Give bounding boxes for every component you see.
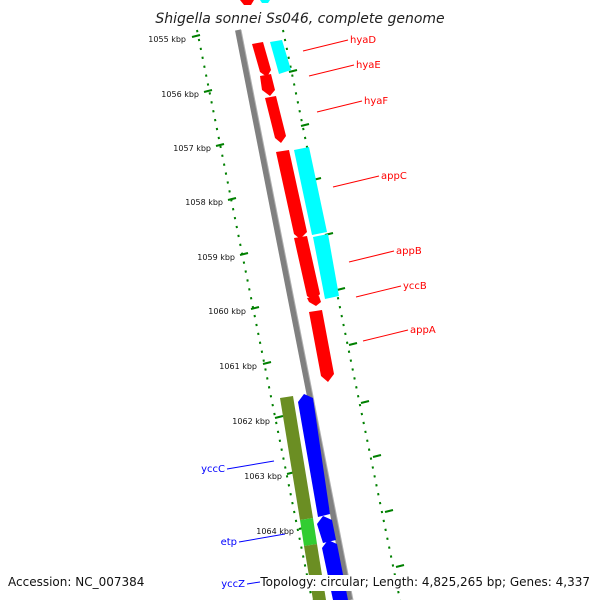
label-leader <box>238 533 286 543</box>
tick-mark <box>250 306 260 310</box>
tick-mark <box>274 415 284 419</box>
cds-feature-hyaD[interactable] <box>270 40 291 74</box>
green-feature-etp[interactable] <box>300 518 317 546</box>
label-leader <box>246 581 261 585</box>
gene-arrow-etp[interactable] <box>317 516 336 543</box>
olive-feature-yccZ[interactable] <box>304 544 326 600</box>
gene-label[interactable]: appC <box>381 171 407 182</box>
gene-arrow-yccB[interactable] <box>307 296 321 306</box>
gene-label[interactable]: yccC <box>201 464 225 475</box>
gene-arrow-hyaF[interactable] <box>265 96 286 143</box>
gene-arrow-appB[interactable] <box>294 236 320 301</box>
label-leader <box>308 64 355 77</box>
map-title: Shigella sonnei Ss046, complete genome <box>155 11 444 27</box>
tick-label: 1060 kbp <box>208 307 246 316</box>
ring-major-dash <box>384 509 394 513</box>
gene-arrow-appA[interactable] <box>309 310 334 382</box>
tick-label: 1063 kbp <box>244 472 282 481</box>
gene-arrow-hyaD[interactable] <box>252 42 271 77</box>
tick-mark <box>203 89 213 93</box>
cds-feature-appC[interactable] <box>294 147 327 235</box>
gene-label-group: hyaD hyaE hyaF appC appB yccB appA yccC … <box>201 35 436 590</box>
accession-label: Accession: NC_007384 <box>8 575 145 591</box>
gene-arrow-top-red[interactable] <box>240 0 254 5</box>
gene-arrow-appC[interactable] <box>276 150 307 239</box>
gene-label[interactable]: etp <box>221 537 237 548</box>
tick-label: 1061 kbp <box>219 362 257 371</box>
tick-label: 1055 kbp <box>148 35 186 44</box>
genome-summary: Topology: circular; Length: 4,825,265 bp… <box>260 575 590 591</box>
label-leader <box>348 250 395 263</box>
gene-label[interactable]: appA <box>410 325 436 336</box>
label-leader <box>226 460 275 470</box>
gene-label[interactable]: hyaF <box>364 96 388 107</box>
tick-label: 1062 kbp <box>232 417 270 426</box>
ring-major-dash <box>360 400 370 404</box>
gene-label[interactable]: hyaD <box>350 35 376 46</box>
gene-label[interactable]: hyaE <box>356 60 381 71</box>
inner-tick-ring <box>196 29 314 600</box>
tick-label: 1064 kbp <box>256 527 294 536</box>
tick-mark <box>239 252 249 256</box>
tick-mark <box>191 34 201 38</box>
tick-label: 1058 kbp <box>185 198 223 207</box>
ring-major-dash <box>336 287 346 291</box>
ring-major-dash <box>372 454 382 458</box>
tick-label: 1057 kbp <box>173 144 211 153</box>
label-leader <box>362 329 409 342</box>
gene-label[interactable]: yccB <box>403 281 427 292</box>
tick-mark <box>227 197 237 201</box>
tick-label: 1056 kbp <box>161 90 199 99</box>
label-leader <box>316 100 363 113</box>
genome-backbone <box>235 29 353 600</box>
label-leader <box>302 39 349 52</box>
ring-major-dash <box>288 69 298 73</box>
gene-label[interactable]: yccZ <box>221 579 245 590</box>
ring-major-dash <box>348 342 358 346</box>
label-leader <box>355 285 402 298</box>
tick-mark <box>215 143 225 147</box>
gene-arrow-yccC[interactable] <box>298 394 330 517</box>
ring-major-dash <box>300 123 310 127</box>
ring-major-dash <box>395 564 405 568</box>
gene-arrow-hyaE[interactable] <box>260 74 275 96</box>
gene-label[interactable]: appB <box>396 246 422 257</box>
tick-mark <box>262 361 272 365</box>
olive-feature-yccC[interactable] <box>280 396 313 520</box>
label-leader <box>332 175 380 188</box>
cds-feature-appB[interactable] <box>313 234 339 299</box>
tick-label: 1059 kbp <box>197 253 235 262</box>
genome-backbone-edge <box>240 29 354 600</box>
cds-feature-top-cyan[interactable] <box>260 0 270 3</box>
